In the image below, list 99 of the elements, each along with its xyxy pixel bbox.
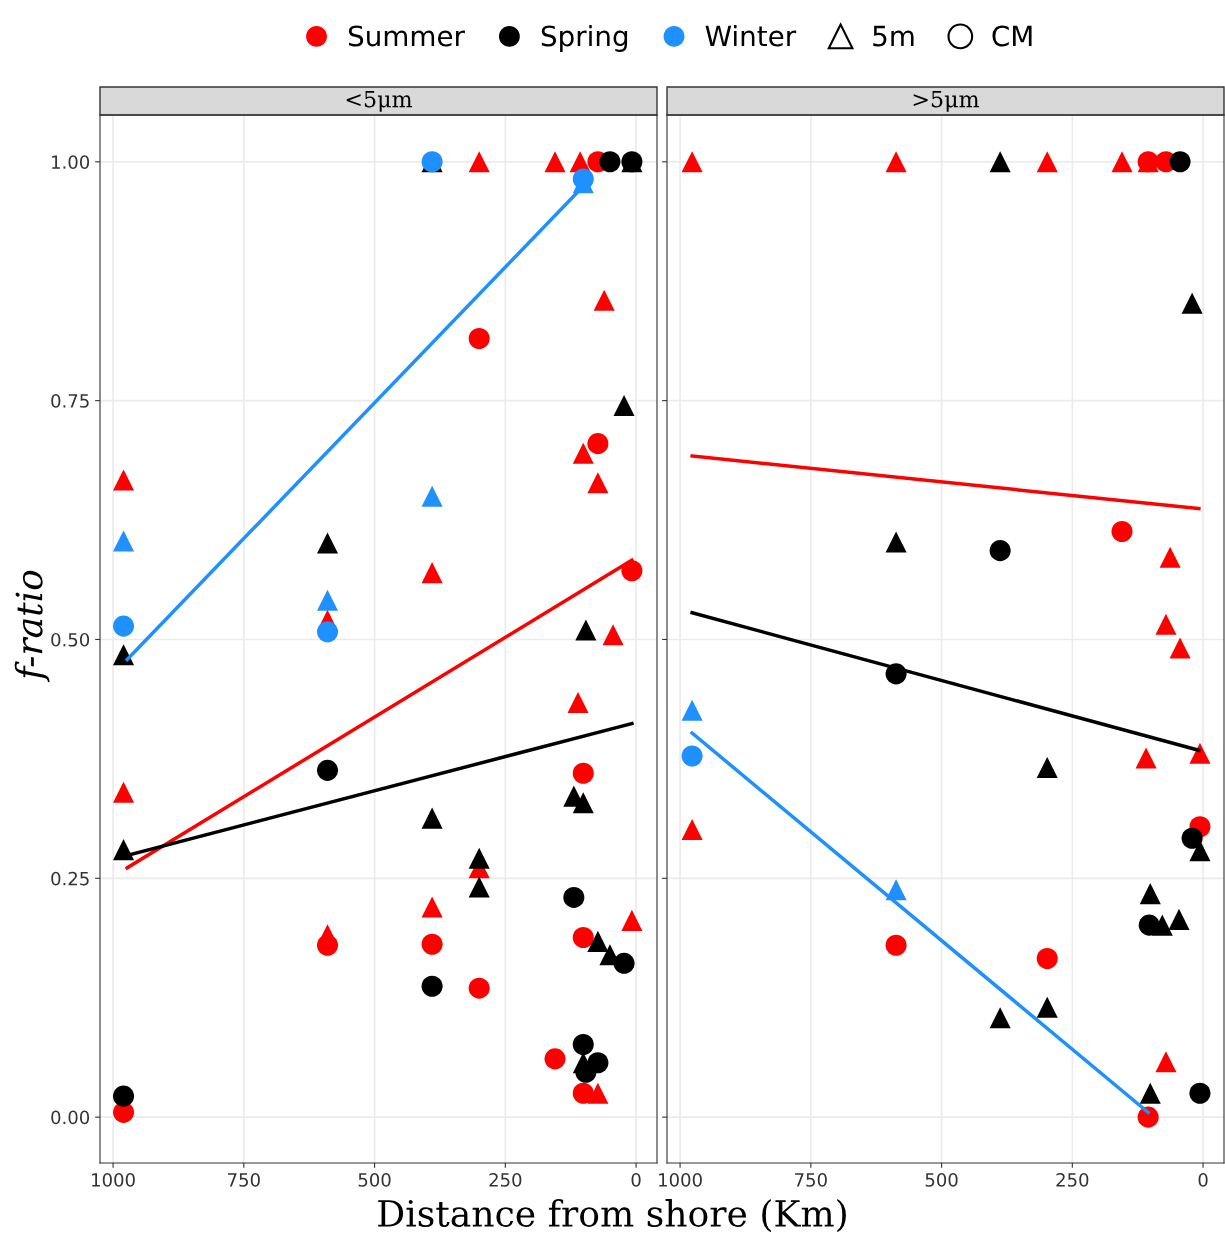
point — [1036, 151, 1058, 173]
y-tick-label: 0.50 — [51, 632, 90, 647]
point — [316, 759, 339, 781]
point — [316, 532, 339, 554]
point — [1036, 996, 1058, 1018]
point — [613, 952, 635, 974]
point — [681, 151, 703, 173]
point — [113, 530, 135, 552]
point — [599, 151, 621, 173]
x-tick-label: 250 — [1056, 1173, 1089, 1187]
x-axis-title: Distance from shore (Km) — [378, 1199, 846, 1233]
point — [1155, 613, 1177, 635]
point — [113, 1085, 135, 1107]
y-tick-label: 0.75 — [51, 394, 89, 408]
x-tick-label: 500 — [358, 1173, 391, 1187]
x-tick-label: 750 — [795, 1173, 827, 1187]
point — [613, 394, 635, 416]
point — [316, 934, 339, 956]
point — [621, 909, 643, 931]
point — [602, 624, 624, 646]
x-tick-label: 250 — [489, 1173, 522, 1187]
point — [885, 531, 907, 553]
point — [587, 930, 609, 952]
point — [421, 933, 443, 955]
point — [1138, 914, 1160, 936]
x-tick-label: 0 — [1198, 1173, 1208, 1187]
chart-title: <5μm — [346, 90, 413, 112]
point — [113, 839, 135, 861]
point — [544, 1048, 566, 1070]
x-tick-label: 0 — [631, 1173, 641, 1187]
point — [1135, 747, 1157, 769]
y-axis-title: f-ratio — [14, 570, 50, 683]
point — [681, 819, 703, 841]
point — [572, 442, 594, 464]
chart-title: >5μm — [913, 90, 980, 112]
x-tick-label: 1000 — [659, 1173, 702, 1187]
point — [468, 151, 490, 173]
point — [593, 289, 615, 311]
point — [468, 328, 490, 350]
point — [113, 644, 135, 666]
point — [572, 927, 594, 949]
point — [316, 589, 339, 611]
point — [421, 975, 443, 997]
point — [468, 977, 490, 999]
point — [681, 699, 703, 721]
point — [572, 762, 594, 784]
point — [113, 615, 135, 637]
point — [1111, 151, 1133, 173]
point — [1189, 840, 1211, 862]
y-tick-label: 0.00 — [51, 1110, 90, 1125]
point — [1181, 827, 1203, 849]
point — [1111, 520, 1133, 543]
legend-label: 5m — [873, 25, 914, 47]
point — [563, 886, 585, 908]
point — [1189, 1082, 1211, 1104]
point — [681, 745, 703, 767]
point — [885, 934, 907, 956]
point — [1169, 637, 1191, 659]
point — [1139, 883, 1161, 905]
point — [113, 469, 135, 491]
legend-label: Summer — [348, 25, 465, 47]
point — [468, 847, 490, 869]
point — [1139, 1082, 1161, 1104]
x-tick-label: 750 — [228, 1173, 260, 1187]
point — [989, 540, 1011, 562]
point — [1036, 948, 1058, 970]
y-tick-label: 1.00 — [52, 155, 90, 169]
point — [468, 876, 490, 898]
point — [1036, 756, 1058, 779]
point — [572, 1034, 594, 1056]
point — [113, 781, 135, 803]
point — [989, 151, 1011, 173]
point — [421, 562, 443, 584]
point — [1181, 292, 1203, 314]
point — [587, 1082, 609, 1104]
legend-label: CM — [992, 25, 1032, 47]
y-tick-label: 0.25 — [51, 871, 89, 886]
point — [572, 1082, 594, 1104]
point — [1189, 742, 1211, 764]
point — [1155, 1051, 1177, 1073]
point — [587, 472, 609, 494]
point — [421, 807, 443, 829]
point — [421, 896, 443, 918]
point — [316, 621, 339, 643]
legend-label: Winter — [705, 25, 797, 47]
point — [587, 433, 609, 455]
point — [567, 692, 589, 714]
point — [544, 151, 566, 173]
x-tick-label: 500 — [925, 1173, 958, 1187]
point — [575, 619, 597, 641]
point — [572, 792, 594, 814]
point — [421, 485, 443, 507]
point — [885, 151, 907, 173]
x-tick-label: 1000 — [92, 1173, 135, 1187]
legend-label: Spring — [541, 25, 628, 52]
point — [1168, 908, 1190, 930]
point — [1169, 151, 1191, 173]
point — [1159, 546, 1181, 568]
point — [989, 1007, 1011, 1029]
